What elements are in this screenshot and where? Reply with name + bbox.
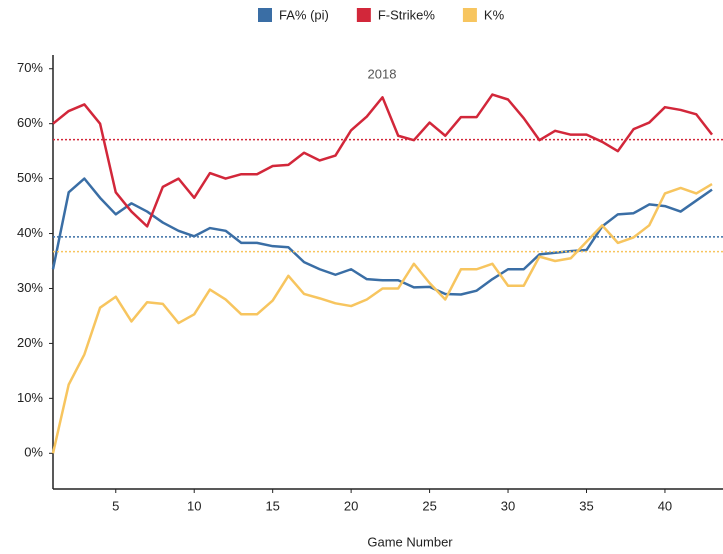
y-tick-label: 70%: [17, 60, 43, 75]
x-tick-label: 30: [501, 498, 515, 513]
legend-swatch: [258, 8, 272, 22]
x-tick-label: 10: [187, 498, 201, 513]
x-axis-label: Game Number: [367, 534, 453, 549]
chart-title: 2018: [368, 66, 397, 81]
x-tick-label: 15: [265, 498, 279, 513]
legend-label: F-Strike%: [378, 7, 436, 22]
series-line: [51, 183, 713, 454]
y-tick-label: 50%: [17, 170, 43, 185]
x-tick-label: 35: [579, 498, 593, 513]
y-tick-label: 60%: [17, 115, 43, 130]
x-tick-label: 20: [344, 498, 358, 513]
legend-swatch: [462, 8, 477, 22]
y-tick-label: 10%: [17, 390, 43, 405]
legend-swatch: [356, 8, 371, 22]
legend-label: K%: [484, 7, 505, 22]
y-tick-label: 0%: [24, 445, 43, 460]
y-tick-label: 30%: [17, 280, 43, 295]
x-tick-label: 5: [112, 498, 119, 513]
x-tick-label: 40: [658, 498, 672, 513]
series-line: [52, 93, 714, 228]
legend-label: FA% (pi): [279, 7, 329, 22]
y-tick-label: 20%: [17, 335, 43, 350]
y-tick-label: 40%: [17, 225, 43, 240]
x-tick-label: 25: [422, 498, 436, 513]
